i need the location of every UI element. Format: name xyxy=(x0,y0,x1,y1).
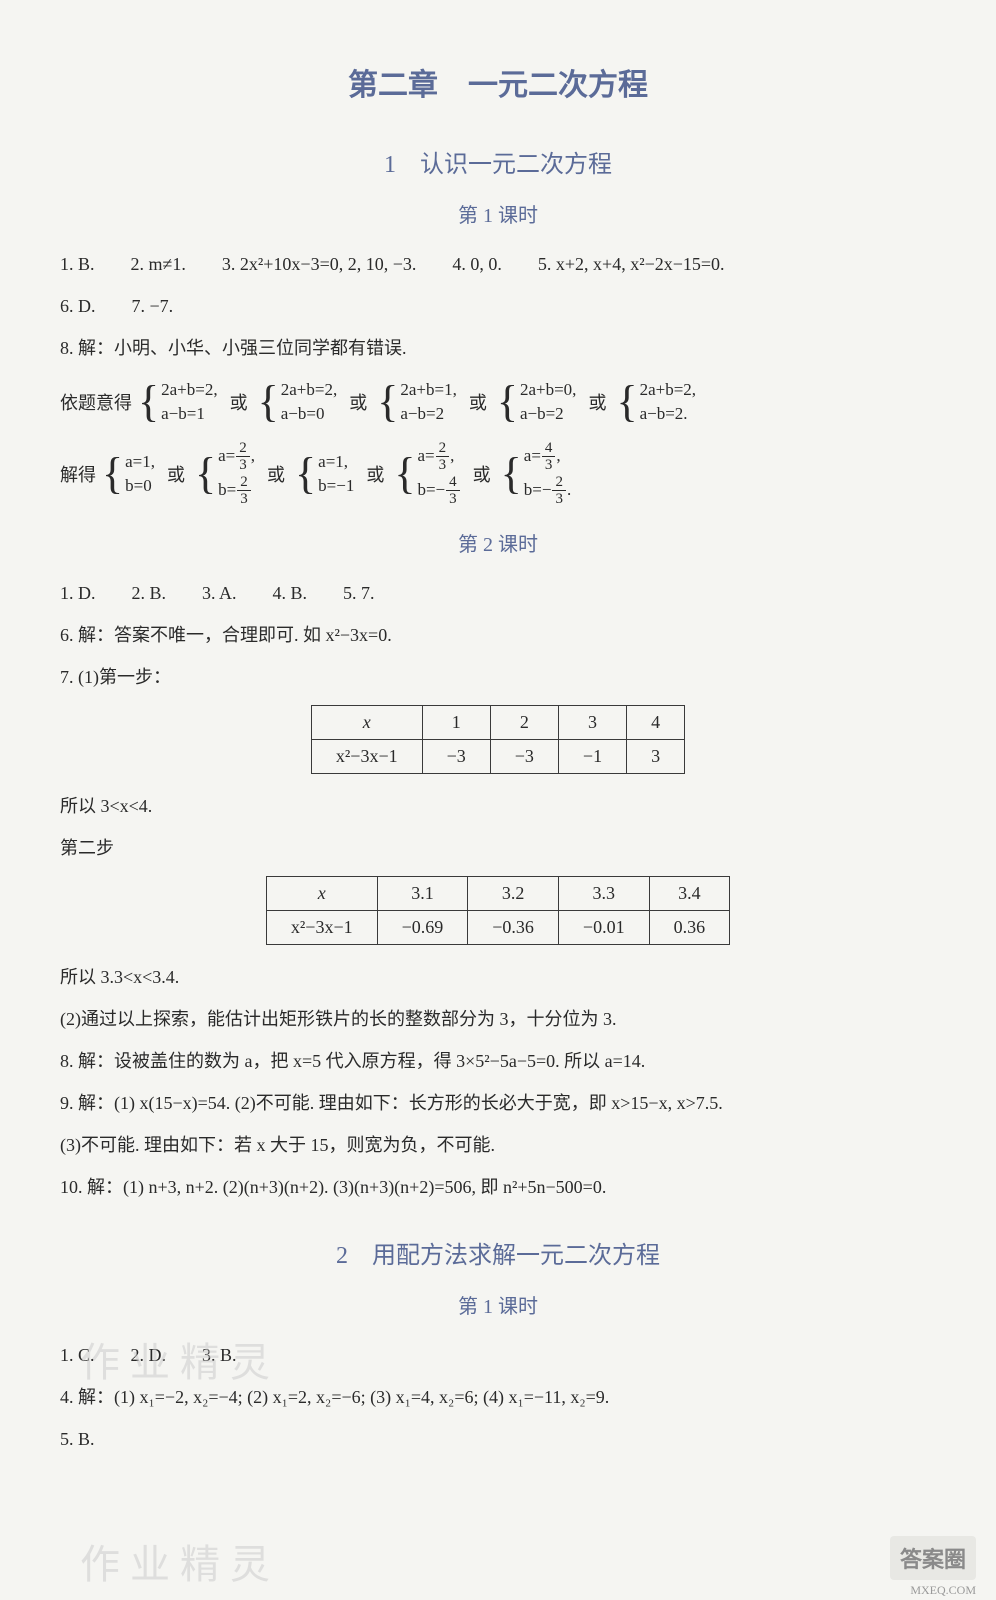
site-badge-sub: MXEQ.COM xyxy=(910,1583,976,1598)
sys-eq: 2a+b=2, xyxy=(281,378,337,402)
sys-eq: a−b=0 xyxy=(281,402,337,426)
l2b-item: 10. 解：(1) n+3, n+2. (2)(n+3)(n+2). (3)(n… xyxy=(60,1169,936,1205)
sys-eq: 2a+b=2, xyxy=(161,378,217,402)
table-cell: −3 xyxy=(422,739,490,773)
table-cell: 2 xyxy=(490,705,558,739)
l1-item: 8. 解：小明、小华、小强三位同学都有错误. xyxy=(60,330,936,366)
sys-label: 依题意得 xyxy=(60,389,132,415)
sol-4: { a=23, b=−43 xyxy=(394,438,462,510)
sol-eq: a=1, xyxy=(318,450,354,474)
table-cell: −3 xyxy=(490,739,558,773)
sol-eq: a=1, xyxy=(125,450,155,474)
sol-1: { a=1, b=0 xyxy=(102,448,157,500)
table-cell: −1 xyxy=(558,739,626,773)
table-cell: 3.2 xyxy=(468,876,559,910)
or-word: 或 xyxy=(469,389,487,415)
or-word: 或 xyxy=(349,389,367,415)
or-word: 或 xyxy=(473,461,491,487)
or-word: 或 xyxy=(267,461,285,487)
sol-eq: a=23, xyxy=(218,440,255,474)
table-cell: −0.01 xyxy=(558,910,649,944)
sol-eq: b=0 xyxy=(125,474,155,498)
table-cell: 1 xyxy=(422,705,490,739)
sys-eq: a−b=2 xyxy=(520,402,576,426)
sys-5: { 2a+b=2, a−b=2. xyxy=(616,376,698,428)
site-badge: 答案圈 xyxy=(890,1536,976,1580)
table-cell: −0.69 xyxy=(377,910,468,944)
watermark: 作 业 精 灵 xyxy=(80,1330,270,1388)
table-cell: 3 xyxy=(627,739,685,773)
sol-eq: b=−43 xyxy=(417,474,460,508)
sys-eq: a−b=2 xyxy=(400,402,456,426)
table-2: x 3.1 3.2 3.3 3.4 x²−3x−1 −0.69 −0.36 −0… xyxy=(266,876,730,945)
sys-eq: a−b=2. xyxy=(640,402,696,426)
table-cell: 3.3 xyxy=(558,876,649,910)
l2b-item: 9. 解：(1) x(15−x)=54. (2)不可能. 理由如下：长方形的长必… xyxy=(60,1085,936,1121)
lesson-2-1-title: 第 1 课时 xyxy=(60,1290,936,1319)
l1-item: 6. D. 7. −7. xyxy=(60,288,936,324)
sol-2: { a=23, b=23 xyxy=(195,438,257,510)
sol-eq: b=−23. xyxy=(524,474,571,508)
s2-item: 5. B. xyxy=(60,1421,936,1457)
sys-eq: a−b=1 xyxy=(161,402,217,426)
sol-5: { a=43, b=−23. xyxy=(501,438,574,510)
l1-item: 1. B. 2. m≠1. 3. 2x²+10x−3=0, 2, 10, −3.… xyxy=(60,246,936,282)
lesson-1-1-title: 第 1 课时 xyxy=(60,199,936,228)
sys-eq: 2a+b=0, xyxy=(520,378,576,402)
lesson-1-2-title: 第 2 课时 xyxy=(60,528,936,557)
sys-eq: 2a+b=2, xyxy=(640,378,696,402)
solution-row: 解得 { a=1, b=0 或 { a=23, b=23 或 { a=1, b=… xyxy=(60,438,936,510)
sol-3: { a=1, b=−1 xyxy=(295,448,356,500)
table-row: x 1 2 3 4 xyxy=(311,705,684,739)
table-row: x 3.1 3.2 3.3 3.4 xyxy=(266,876,729,910)
sol-eq: a=43, xyxy=(524,440,571,474)
section-2-title: 2 用配方法求解一元二次方程 xyxy=(60,1235,936,1270)
sys-2: { 2a+b=2, a−b=0 xyxy=(258,376,340,428)
or-word: 或 xyxy=(167,461,185,487)
table-row: x²−3x−1 −0.69 −0.36 −0.01 0.36 xyxy=(266,910,729,944)
sys-4: { 2a+b=0, a−b=2 xyxy=(497,376,579,428)
table-cell: x²−3x−1 xyxy=(266,910,377,944)
section-1-title: 1 认识一元二次方程 xyxy=(60,144,936,179)
chapter-title: 第二章 一元二次方程 xyxy=(60,60,936,104)
l2b-item: (3)不可能. 理由如下：若 x 大于 15，则宽为负，不可能. xyxy=(60,1127,936,1163)
sys-eq: 2a+b=1, xyxy=(400,378,456,402)
table-row: x²−3x−1 −3 −3 −1 3 xyxy=(311,739,684,773)
or-word: 或 xyxy=(366,461,384,487)
table-cell: x²−3x−1 xyxy=(311,739,422,773)
system-row: 依题意得 { 2a+b=2, a−b=1 或 { 2a+b=2, a−b=0 或… xyxy=(60,376,936,428)
table-cell: −0.36 xyxy=(468,910,559,944)
table-cell: 3.1 xyxy=(377,876,468,910)
solve-label: 解得 xyxy=(60,461,96,487)
sys-1: { 2a+b=2, a−b=1 xyxy=(138,376,220,428)
table-cell: x xyxy=(311,705,422,739)
table-cell: x xyxy=(266,876,377,910)
sys-3: { 2a+b=1, a−b=2 xyxy=(377,376,459,428)
sol-eq: b=−1 xyxy=(318,474,354,498)
or-word: 或 xyxy=(230,389,248,415)
l2-item: 6. 解：答案不唯一，合理即可. 如 x²−3x=0. xyxy=(60,617,936,653)
or-word: 或 xyxy=(588,389,606,415)
step2-label: 第二步 xyxy=(60,830,936,866)
l2b-item: 8. 解：设被盖住的数为 a，把 x=5 代入原方程，得 3×5²−5a−5=0… xyxy=(60,1043,936,1079)
l2-item: 7. (1)第一步： xyxy=(60,659,936,695)
after-table-1: 所以 3<x<4. xyxy=(60,788,936,824)
l2-item: 1. D. 2. B. 3. A. 4. B. 5. 7. xyxy=(60,575,936,611)
sol-eq: b=23 xyxy=(218,474,255,508)
table-cell: 3.4 xyxy=(649,876,730,910)
after-table-2: 所以 3.3<x<3.4. xyxy=(60,959,936,995)
table-cell: 3 xyxy=(558,705,626,739)
table-cell: 4 xyxy=(627,705,685,739)
l2b-item: (2)通过以上探索，能估计出矩形铁片的长的整数部分为 3，十分位为 3. xyxy=(60,1001,936,1037)
sol-eq: a=23, xyxy=(417,440,460,474)
table-cell: 0.36 xyxy=(649,910,730,944)
watermark: 作 业 精 灵 xyxy=(80,1532,270,1590)
table-1: x 1 2 3 4 x²−3x−1 −3 −3 −1 3 xyxy=(311,705,685,774)
